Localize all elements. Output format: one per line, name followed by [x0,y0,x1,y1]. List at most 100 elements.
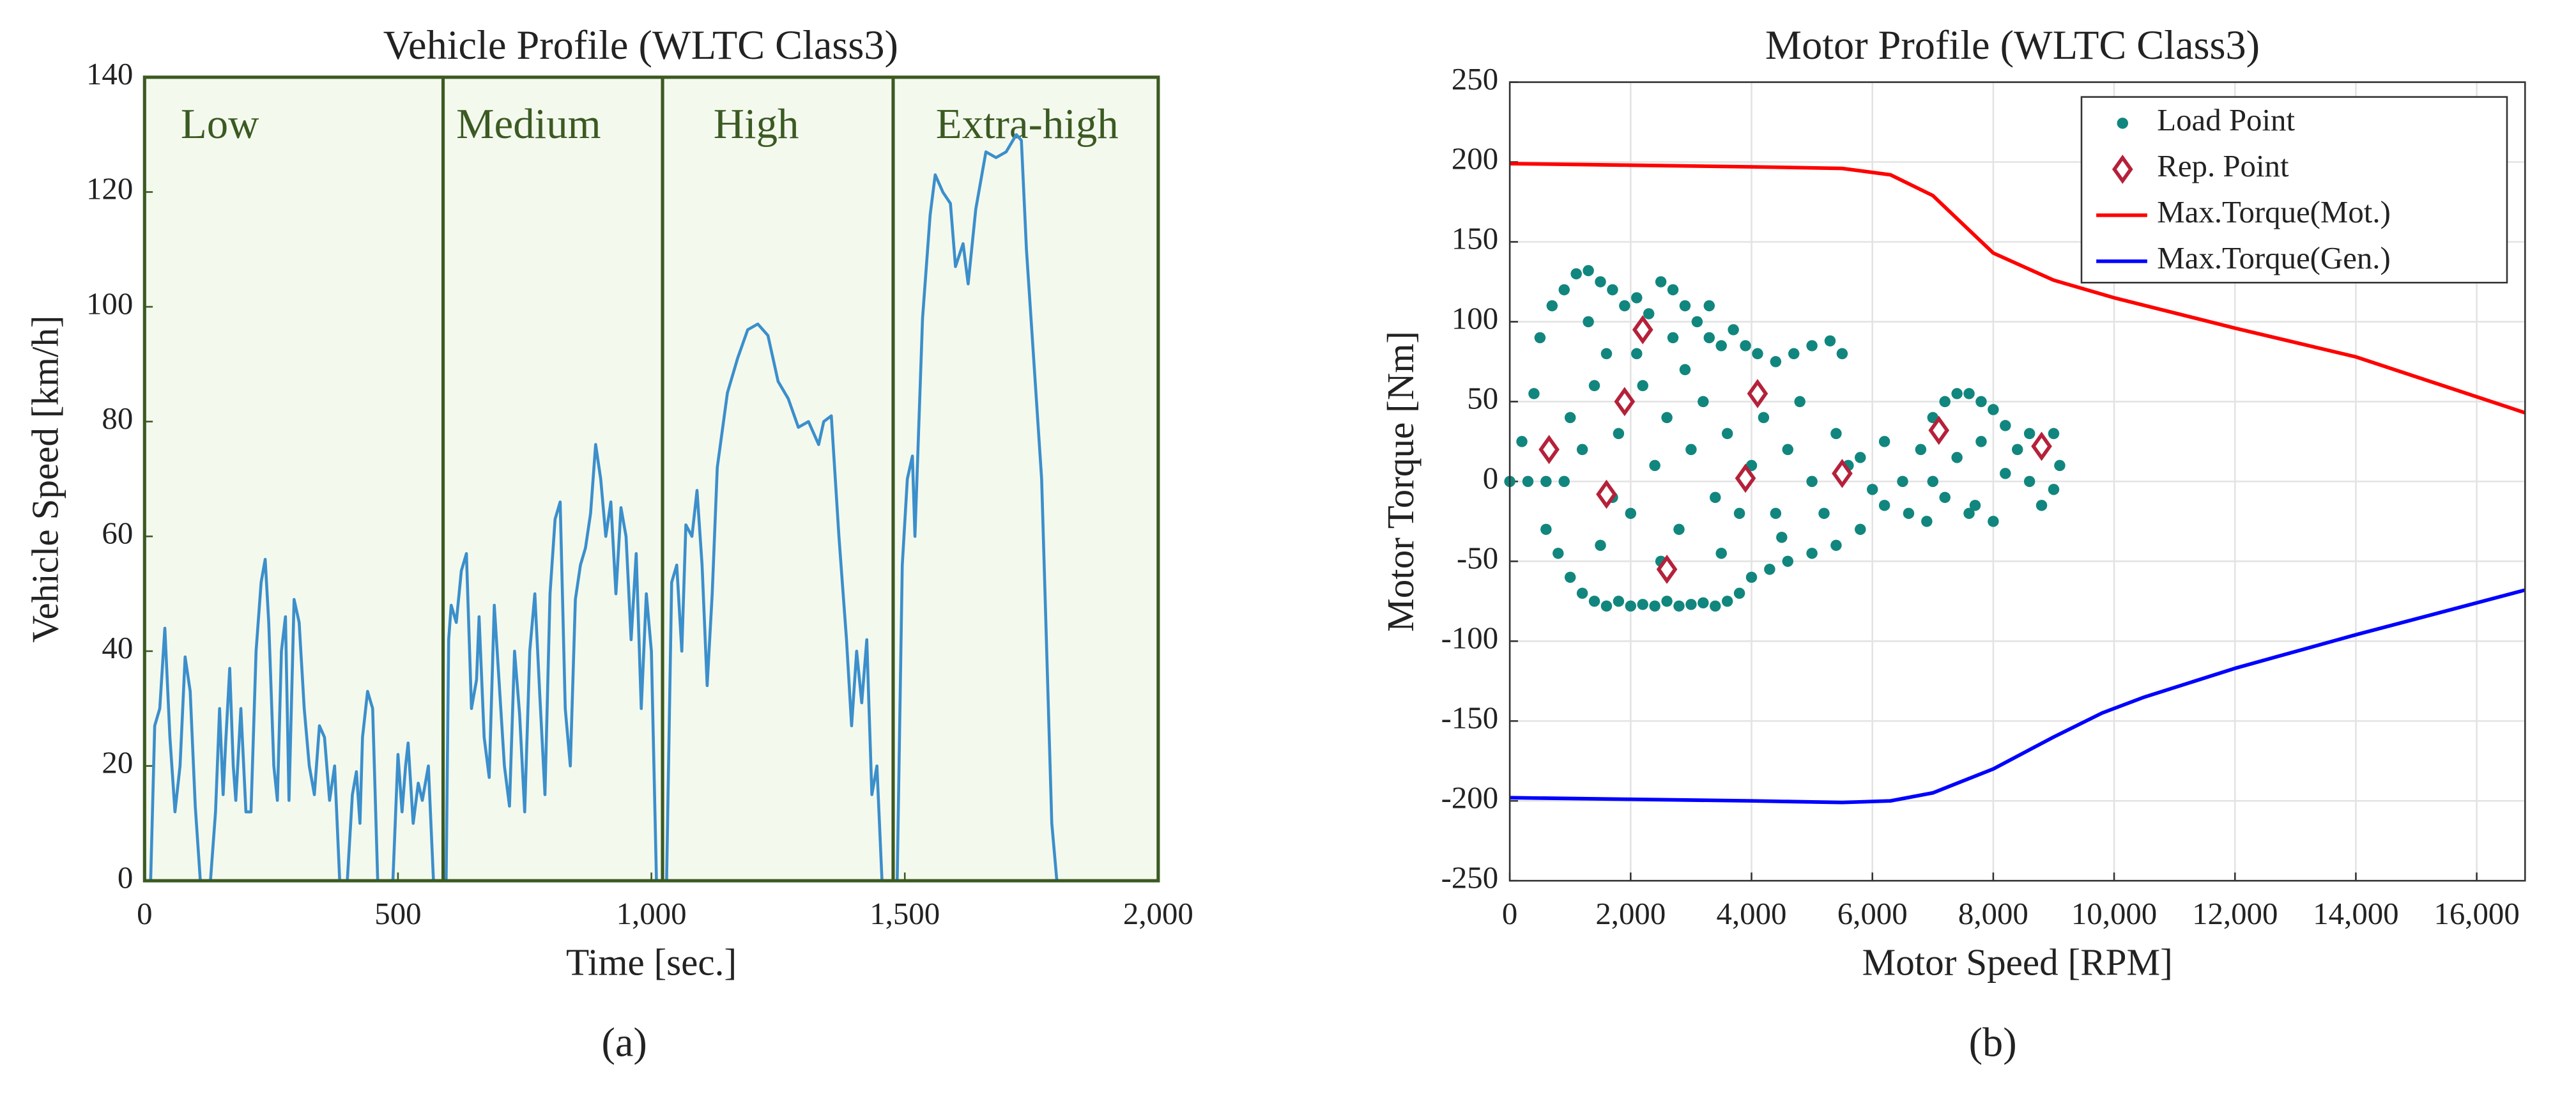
plot-area [144,77,1158,881]
data-line [1510,588,2526,805]
legend-label: Rep. Point [2157,148,2289,183]
dot-marker [1770,507,1782,520]
x-axis-label: Motor Speed [RPM] [1862,941,2173,983]
dot-marker [1824,335,1836,347]
dot-marker [1588,380,1600,392]
diamond-marker [1747,379,1768,408]
dot-marker [1740,340,1751,351]
y-tick-label: 120 [86,171,133,206]
dot-marker [1752,348,1763,360]
diamond-marker [1928,415,1950,445]
chart-scatter: -250 -200 -150 -100 -50 0 50 100 150 200 250 0 2,000… [1379,22,2526,1065]
dot-marker [1703,300,1715,312]
y-axis-label: Vehicle Speed [km/h] [24,315,66,642]
dot-marker [1576,444,1588,456]
data-line [1510,162,2526,415]
dot-marker [1600,600,1613,612]
dot-marker [1782,444,1794,456]
diamond-marker [2031,431,2052,461]
dot-marker [1988,516,1999,527]
x-axis-label: Time [sec.] [566,941,737,983]
y-tick-label: 40 [102,630,133,665]
dot-marker [1619,300,1630,312]
dot-marker [1951,452,1963,463]
dot-marker [2000,420,2011,431]
dot-marker [1558,284,1570,296]
y-tick-label: 50 [1467,381,1498,416]
dot-marker [1631,348,1643,360]
dot-marker [1733,507,1745,520]
dot-marker [1679,300,1691,312]
dot-marker [2048,484,2060,495]
dot-marker [1522,475,1534,488]
legend-box [2080,96,2508,284]
dot-marker [1794,396,1805,408]
dot-marker [1679,364,1691,376]
dot-marker [1951,388,1963,399]
x-tick-label: 4,000 [1717,896,1787,931]
dot-marker [2000,468,2011,479]
x-tick-label: 1,500 [870,896,940,931]
dot-marker [1897,475,1908,488]
phase-label: Extra-high [936,100,1119,148]
dot-marker [1818,507,1830,520]
y-tick-label: 100 [1452,301,1498,336]
dot-marker [1715,340,1727,351]
diamond-marker [1596,479,1617,509]
diamond-marker [1632,315,1653,344]
y-tick-label: 250 [1452,61,1498,96]
dot-marker [1878,500,1890,511]
y-tick-label: 140 [86,56,133,91]
chart-line: 0 20 40 60 80 100 120 140 0 500 1,000 1,500 2,000 Low… [24,22,1193,1065]
dot-marker [1516,436,1528,447]
dot-marker [1540,523,1552,536]
dot-marker [1600,348,1613,360]
dot-marker [1673,523,1685,536]
dot-marker [1939,491,1951,504]
diamond-marker [1735,463,1756,493]
x-tick-label: 1,000 [617,896,687,931]
diamond-marker [1656,554,1678,584]
x-tick-label: 14,000 [2313,896,2398,931]
dot-marker [1721,596,1733,607]
dot-marker [1564,412,1576,424]
x-tick-label: 2,000 [1123,896,1193,931]
chart-title: Vehicle Profile (WLTC Class3) [383,22,898,68]
dot-marker [1631,292,1643,304]
dot-marker [1625,507,1637,520]
dot-marker [1691,316,1703,328]
dot-marker [1866,484,1878,495]
legend-label: Load Point [2157,102,2295,137]
dot-marker [2035,500,2048,511]
y-tick-label: 0 [118,860,133,895]
dot-marker [1836,348,1848,360]
y-tick-label: -100 [1441,620,1499,655]
phase-label: Medium [456,100,601,148]
phase-label: High [714,100,799,148]
y-tick-label: -50 [1457,541,1498,576]
dot-marker [1661,412,1673,424]
diamond-marker [2112,154,2133,184]
dot-marker [1903,507,1915,520]
dot-marker [1552,548,1564,559]
dot-marker [1637,380,1648,392]
dot-marker [1710,491,1721,504]
y-tick-label: -150 [1441,700,1499,735]
dot-marker [1830,428,1842,440]
dot-marker [2117,118,2129,129]
dot-marker [1721,428,1733,440]
dot-marker [1975,436,1987,447]
dot-marker [2023,428,2035,440]
dot-marker [1528,388,1540,399]
dot-marker [1643,308,1655,320]
dot-marker [1607,284,1618,296]
dot-marker [1782,555,1794,567]
data-line [144,133,1059,883]
dot-marker [1673,600,1685,612]
diamond-marker [1538,435,1560,465]
dot-marker [1758,412,1770,424]
dot-marker [1988,404,1999,415]
y-axis-label: Motor Torque [Nm] [1379,331,1422,632]
dot-marker [1661,596,1673,607]
